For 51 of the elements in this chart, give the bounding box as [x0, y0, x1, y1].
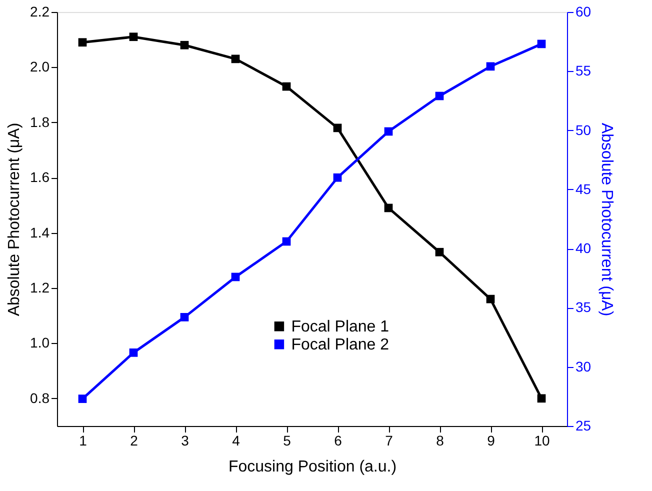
- y2-tick-label: 55: [576, 62, 592, 79]
- point: [435, 92, 444, 100]
- point: [129, 348, 138, 357]
- y2-tick-label: 35: [576, 299, 592, 316]
- point: [78, 394, 87, 403]
- point: [537, 394, 546, 403]
- x-axis-title: Focusing Position (a.u.): [228, 458, 397, 476]
- x-tick-label: 5: [283, 432, 292, 448]
- point: [486, 294, 495, 304]
- y2-tick-label: 50: [576, 122, 592, 138]
- legend-label: Focal Plane 2: [291, 336, 390, 354]
- x-tick-label: 10: [534, 432, 550, 448]
- point: [384, 127, 393, 136]
- y2-tick-label: 60: [576, 4, 592, 20]
- y2-tick-label: 25: [576, 418, 592, 434]
- point: [180, 312, 189, 322]
- x-tick-label: 7: [385, 432, 394, 448]
- y-axis-title: Absolute Photocurrent (μA): [6, 122, 24, 316]
- point: [282, 237, 291, 246]
- point: [78, 38, 87, 47]
- point: [231, 272, 240, 282]
- x-tick-label: 4: [232, 432, 240, 448]
- y-tick-label: 2.0: [30, 58, 50, 75]
- point: [129, 32, 138, 42]
- x-tick-label: 2: [130, 432, 138, 448]
- point: [231, 54, 240, 64]
- x-tick-label: 3: [181, 432, 190, 448]
- point: [180, 40, 189, 50]
- point: [537, 40, 546, 48]
- y-tick-label: 1.8: [30, 114, 50, 130]
- point: [282, 82, 291, 91]
- point: [333, 124, 342, 132]
- x-tick-label: 9: [487, 432, 496, 448]
- x-tick-label: 8: [436, 432, 444, 448]
- point: [384, 204, 393, 212]
- legend-label: Focal Plane 1: [291, 318, 390, 336]
- y-tick-label: 0.8: [30, 390, 50, 406]
- point: [486, 62, 495, 71]
- y-tick-label: 1.2: [30, 280, 50, 296]
- y2-axis-title: Absolute Photocurrent (μA): [598, 122, 616, 316]
- x-tick-label: 6: [334, 432, 342, 448]
- y2-tick-label: 30: [576, 358, 592, 374]
- y2-tick-label: 45: [576, 180, 592, 197]
- y-tick-label: 2.2: [30, 4, 50, 20]
- y-tick-label: 1.4: [30, 224, 50, 240]
- y2-tick-label: 40: [576, 240, 592, 256]
- point: [333, 173, 342, 182]
- y-tick-label: 1.6: [30, 169, 50, 186]
- x-tick-label: 1: [79, 432, 88, 448]
- y-tick-label: 1.0: [30, 334, 50, 351]
- point: [435, 248, 444, 256]
